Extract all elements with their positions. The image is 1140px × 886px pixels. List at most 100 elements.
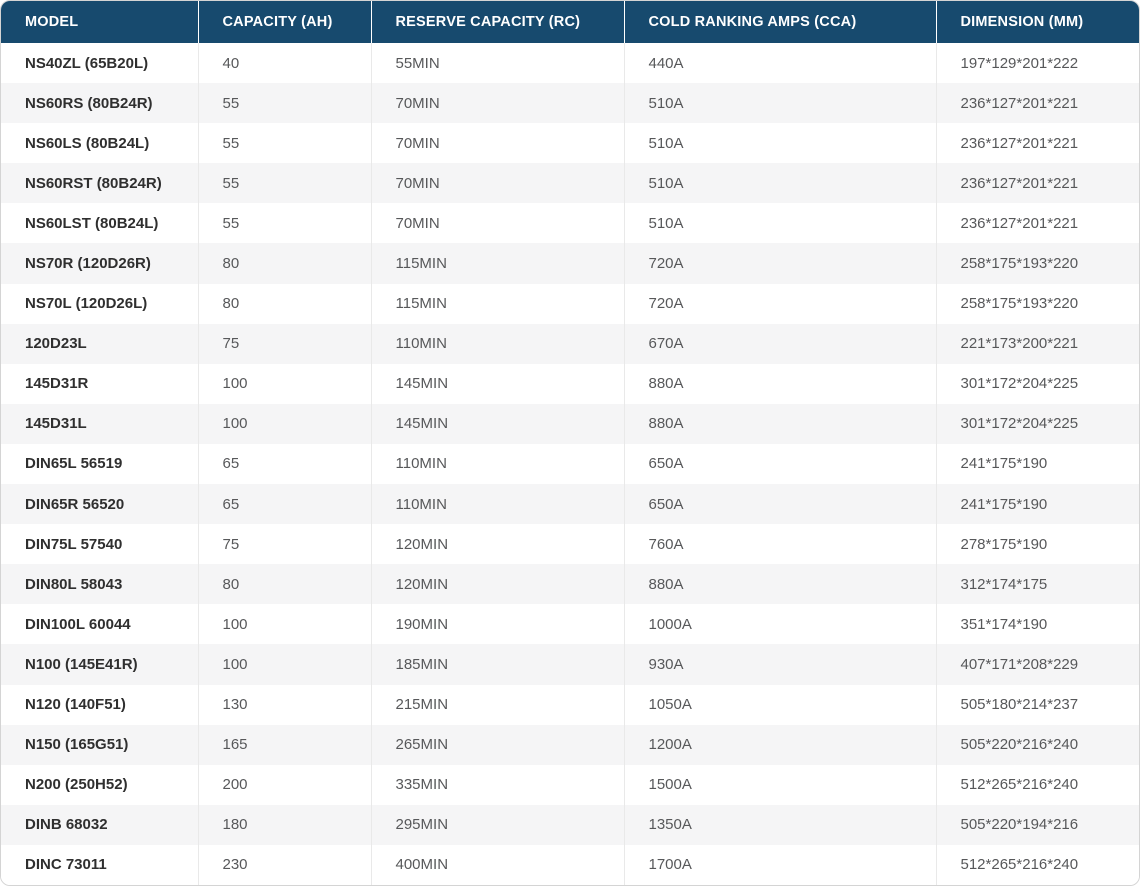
cell-reserve-capacity: 295MIN (371, 804, 625, 845)
cell-dimension: 512*265*216*240 (936, 764, 1139, 805)
cell-capacity: 100 (198, 363, 372, 404)
cell-reserve-capacity: 215MIN (371, 684, 625, 725)
table-row: DINC 73011 230 400MIN 1700A 512*265*216*240 (1, 844, 1139, 885)
cell-model: DIN80L 58043 (1, 564, 199, 605)
cell-dimension: 505*220*194*216 (936, 804, 1139, 845)
table-row: NS70R (120D26R) 80 115MIN 720A 258*175*193*2… (1, 243, 1139, 284)
cell-cca: 1700A (624, 844, 937, 885)
column-header-capacity: CAPACITY (AH) (198, 1, 372, 43)
cell-dimension: 241*175*190 (936, 443, 1139, 485)
cell-cca: 1350A (624, 804, 937, 845)
cell-model: 120D23L (1, 323, 199, 364)
cell-model: DIN65L 56519 (1, 443, 199, 485)
cell-model: N120 (140F51) (1, 684, 199, 725)
cell-reserve-capacity: 70MIN (371, 83, 625, 124)
cell-capacity: 65 (198, 443, 372, 485)
cell-dimension: 236*127*201*221 (936, 83, 1139, 124)
column-header-cca: COLD RANKING AMPS (CCA) (624, 1, 937, 43)
cell-model: DINC 73011 (1, 844, 199, 885)
table-row: 120D23L 75 110MIN 670A 221*173*200*221 (1, 323, 1139, 364)
cell-dimension: 278*175*190 (936, 524, 1139, 565)
cell-capacity: 55 (198, 163, 372, 204)
table-row: NS60LS (80B24L) 55 70MIN 510A 236*127*201*22… (1, 123, 1139, 164)
cell-reserve-capacity: 335MIN (371, 764, 625, 805)
cell-capacity: 100 (198, 604, 372, 645)
cell-reserve-capacity: 265MIN (371, 724, 625, 765)
table-row: DIN80L 58043 80 120MIN 880A 312*174*175 (1, 564, 1139, 605)
cell-reserve-capacity: 70MIN (371, 203, 625, 244)
cell-dimension: 407*171*208*229 (936, 644, 1139, 685)
cell-model: DIN65R 56520 (1, 484, 199, 525)
cell-reserve-capacity: 70MIN (371, 163, 625, 204)
cell-model: NS60LST (80B24L) (1, 203, 199, 244)
cell-capacity: 55 (198, 83, 372, 124)
cell-dimension: 505*180*214*237 (936, 684, 1139, 725)
cell-capacity: 55 (198, 203, 372, 244)
table-row: DINB 68032 180 295MIN 1350A 505*220*194*216 (1, 804, 1139, 845)
cell-model: 145D31L (1, 403, 199, 444)
column-header-reserve-capacity: RESERVE CAPACITY (RC) (371, 1, 625, 43)
column-header-dimension: DIMENSION (MM) (936, 1, 1139, 43)
cell-dimension: 301*172*204*225 (936, 403, 1139, 444)
cell-capacity: 180 (198, 804, 372, 845)
cell-model: N150 (165G51) (1, 724, 199, 765)
table-row: DIN75L 57540 75 120MIN 760A 278*175*190 (1, 524, 1139, 565)
table-row: N100 (145E41R) 100 185MIN 930A 407*171*208*2… (1, 644, 1139, 685)
table-header: MODEL CAPACITY (AH) RESERVE CAPACITY (RC… (1, 1, 1139, 43)
cell-cca: 510A (624, 203, 937, 244)
cell-capacity: 55 (198, 123, 372, 164)
cell-capacity: 165 (198, 724, 372, 765)
cell-reserve-capacity: 115MIN (371, 283, 625, 324)
cell-model: DIN100L 60044 (1, 604, 199, 645)
cell-cca: 440A (624, 43, 937, 84)
cell-cca: 510A (624, 123, 937, 164)
cell-capacity: 230 (198, 844, 372, 885)
table-row: NS60RST (80B24R) 55 70MIN 510A 236*127*201*2… (1, 163, 1139, 204)
cell-capacity: 65 (198, 484, 372, 525)
cell-cca: 1200A (624, 724, 937, 765)
cell-cca: 720A (624, 283, 937, 324)
cell-capacity: 80 (198, 283, 372, 324)
cell-reserve-capacity: 110MIN (371, 484, 625, 525)
cell-reserve-capacity: 110MIN (371, 323, 625, 364)
cell-cca: 880A (624, 363, 937, 404)
cell-dimension: 351*174*190 (936, 604, 1139, 645)
table-row: NS70L (120D26L) 80 115MIN 720A 258*175*193*2… (1, 283, 1139, 324)
cell-dimension: 236*127*201*221 (936, 203, 1139, 244)
table-row: NS60LST (80B24L) 55 70MIN 510A 236*127*201*2… (1, 203, 1139, 244)
cell-capacity: 75 (198, 323, 372, 364)
cell-capacity: 100 (198, 403, 372, 444)
table-row: N150 (165G51) 165 265MIN 1200A 505*220*216*2… (1, 724, 1139, 765)
cell-dimension: 512*265*216*240 (936, 844, 1139, 885)
cell-dimension: 312*174*175 (936, 564, 1139, 605)
table-row: NS60RS (80B24R) 55 70MIN 510A 236*127*201*22… (1, 83, 1139, 124)
cell-model: NS60LS (80B24L) (1, 123, 199, 164)
table-row: NS40ZL (65B20L) 40 55MIN 440A 197*129*201*22… (1, 43, 1139, 84)
table-row: 145D31L 100 145MIN 880A 301*172*204*225 (1, 403, 1139, 444)
table-row: N120 (140F51) 130 215MIN 1050A 505*180*214*2… (1, 684, 1139, 725)
cell-capacity: 40 (198, 43, 372, 84)
cell-dimension: 258*175*193*220 (936, 283, 1139, 324)
cell-reserve-capacity: 185MIN (371, 644, 625, 685)
cell-dimension: 241*175*190 (936, 484, 1139, 525)
cell-model: NS70R (120D26R) (1, 243, 199, 284)
cell-cca: 760A (624, 524, 937, 565)
cell-reserve-capacity: 145MIN (371, 403, 625, 444)
cell-model: NS60RS (80B24R) (1, 83, 199, 124)
cell-cca: 930A (624, 644, 937, 685)
table-row: N200 (250H52) 200 335MIN 1500A 512*265*216*2… (1, 764, 1139, 805)
cell-cca: 880A (624, 564, 937, 605)
cell-capacity: 80 (198, 243, 372, 284)
table-row: DIN65L 56519 65 110MIN 650A 241*175*190 (1, 443, 1139, 485)
column-header-model: MODEL (1, 1, 199, 43)
cell-reserve-capacity: 110MIN (371, 443, 625, 485)
cell-dimension: 236*127*201*221 (936, 123, 1139, 164)
cell-capacity: 200 (198, 764, 372, 805)
cell-dimension: 221*173*200*221 (936, 323, 1139, 364)
cell-cca: 880A (624, 403, 937, 444)
table-row: DIN65R 56520 65 110MIN 650A 241*175*190 (1, 484, 1139, 525)
cell-dimension: 197*129*201*222 (936, 43, 1139, 84)
cell-cca: 1050A (624, 684, 937, 725)
cell-model: NS40ZL (65B20L) (1, 43, 199, 84)
